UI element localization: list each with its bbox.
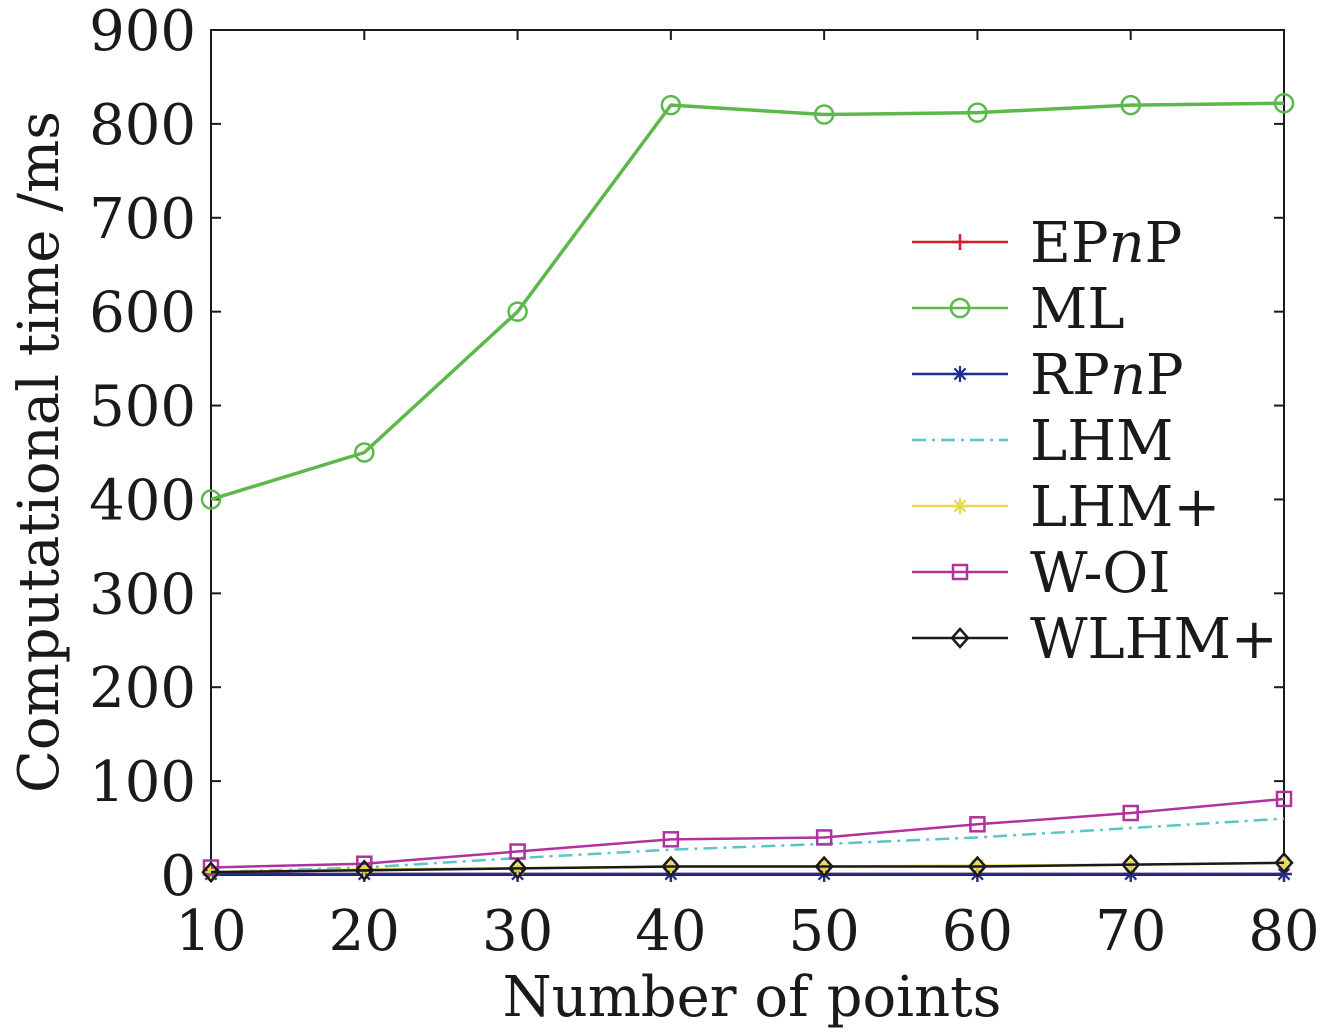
data-point-w-oi xyxy=(662,831,680,848)
data-point-ml xyxy=(1120,94,1141,116)
data-point-ml xyxy=(1273,92,1295,114)
series-wlhm- xyxy=(201,851,1294,884)
series-layer xyxy=(200,92,1295,884)
data-point-ml xyxy=(200,489,222,510)
y-tick-label: 500 xyxy=(89,375,196,440)
y-tick-label: 0 xyxy=(160,844,196,909)
data-point-lhm- xyxy=(1276,854,1292,871)
x-tick-label: 60 xyxy=(942,899,1013,964)
legend-item-ml: ML xyxy=(912,277,1125,342)
data-point-w-oi xyxy=(202,859,220,876)
data-point-ml xyxy=(660,94,682,116)
data-point-wlhm- xyxy=(1121,853,1141,876)
x-tick-label: 50 xyxy=(789,899,860,964)
legend-item-wlhm-: WLHM+ xyxy=(912,607,1278,672)
legend-label-w-oi: W-OI xyxy=(1030,541,1170,606)
data-point-wlhm- xyxy=(201,861,221,884)
series-lhm xyxy=(210,817,1285,874)
data-point-wlhm- xyxy=(814,855,834,878)
legend-marker-w-oi xyxy=(951,563,969,581)
y-tick-label: 200 xyxy=(89,656,196,721)
data-point-w-oi xyxy=(969,816,986,833)
x-axis-title: Number of points xyxy=(503,965,1002,1030)
y-tick-label: 400 xyxy=(89,468,196,533)
y-axis: 0 100 200 300 400 500 600 700 800 900 xyxy=(89,0,1284,909)
y-tick-label: 100 xyxy=(89,750,196,815)
legend-item-w-oi: W-OI xyxy=(912,541,1170,606)
legend-label-lhm-: LHM+ xyxy=(1030,475,1220,540)
x-tick-label: 10 xyxy=(175,899,246,964)
legend-label-ml: ML xyxy=(1030,277,1125,342)
legend-label-rpnp: RPnP xyxy=(1030,343,1184,408)
legend-label-wlhm-: WLHM+ xyxy=(1030,607,1278,672)
legend-marker-epnp xyxy=(952,234,968,250)
data-point-w-oi xyxy=(815,829,833,846)
y-tick-label: 600 xyxy=(89,281,196,346)
legend-item-lhm: LHM xyxy=(912,409,1173,474)
x-tick-label: 20 xyxy=(329,899,400,964)
legend-label-epnp: EPnP xyxy=(1030,211,1182,276)
legend-item-lhm-: LHM+ xyxy=(912,475,1220,540)
y-axis-title: Computational time /ms xyxy=(7,111,72,793)
y-tick-label: 900 xyxy=(89,0,196,64)
y-tick-label: 300 xyxy=(89,562,196,627)
data-point-wlhm- xyxy=(354,859,374,882)
data-point-wlhm- xyxy=(1274,851,1294,874)
series-ml xyxy=(200,92,1295,510)
x-tick-label: 70 xyxy=(1095,899,1166,964)
y-tick-label: 800 xyxy=(89,93,196,158)
legend-item-epnp: EPnP xyxy=(912,211,1182,276)
data-point-w-oi xyxy=(1275,790,1293,808)
x-axis: 10 20 30 40 50 60 70 80 xyxy=(175,30,1320,964)
data-point-wlhm- xyxy=(661,855,681,878)
series-line-ml xyxy=(210,101,1285,502)
x-tick-label: 40 xyxy=(635,899,706,964)
x-tick-label: 80 xyxy=(1248,899,1319,964)
series-line-lhm xyxy=(210,817,1285,874)
legend-marker-lhm- xyxy=(952,498,968,514)
data-point-wlhm- xyxy=(507,857,528,880)
legend-marker-rpnp xyxy=(952,366,968,382)
data-point-wlhm- xyxy=(967,855,988,878)
data-point-ml xyxy=(354,442,375,463)
series-line-w-oi xyxy=(210,797,1285,869)
legend-item-rpnp: RPnP xyxy=(912,343,1184,408)
data-point-ml xyxy=(813,104,835,125)
legend-label-lhm: LHM xyxy=(1030,409,1173,474)
series-line-wlhm- xyxy=(210,861,1285,874)
data-point-w-oi xyxy=(1122,804,1139,822)
legend-marker-wlhm- xyxy=(950,627,970,649)
data-point-rpnp xyxy=(1276,866,1292,883)
legend-marker-ml xyxy=(949,297,971,319)
x-tick-label: 30 xyxy=(482,899,553,964)
data-point-ml xyxy=(967,102,988,123)
data-point-ml xyxy=(507,301,528,322)
y-tick-label: 700 xyxy=(89,187,196,252)
